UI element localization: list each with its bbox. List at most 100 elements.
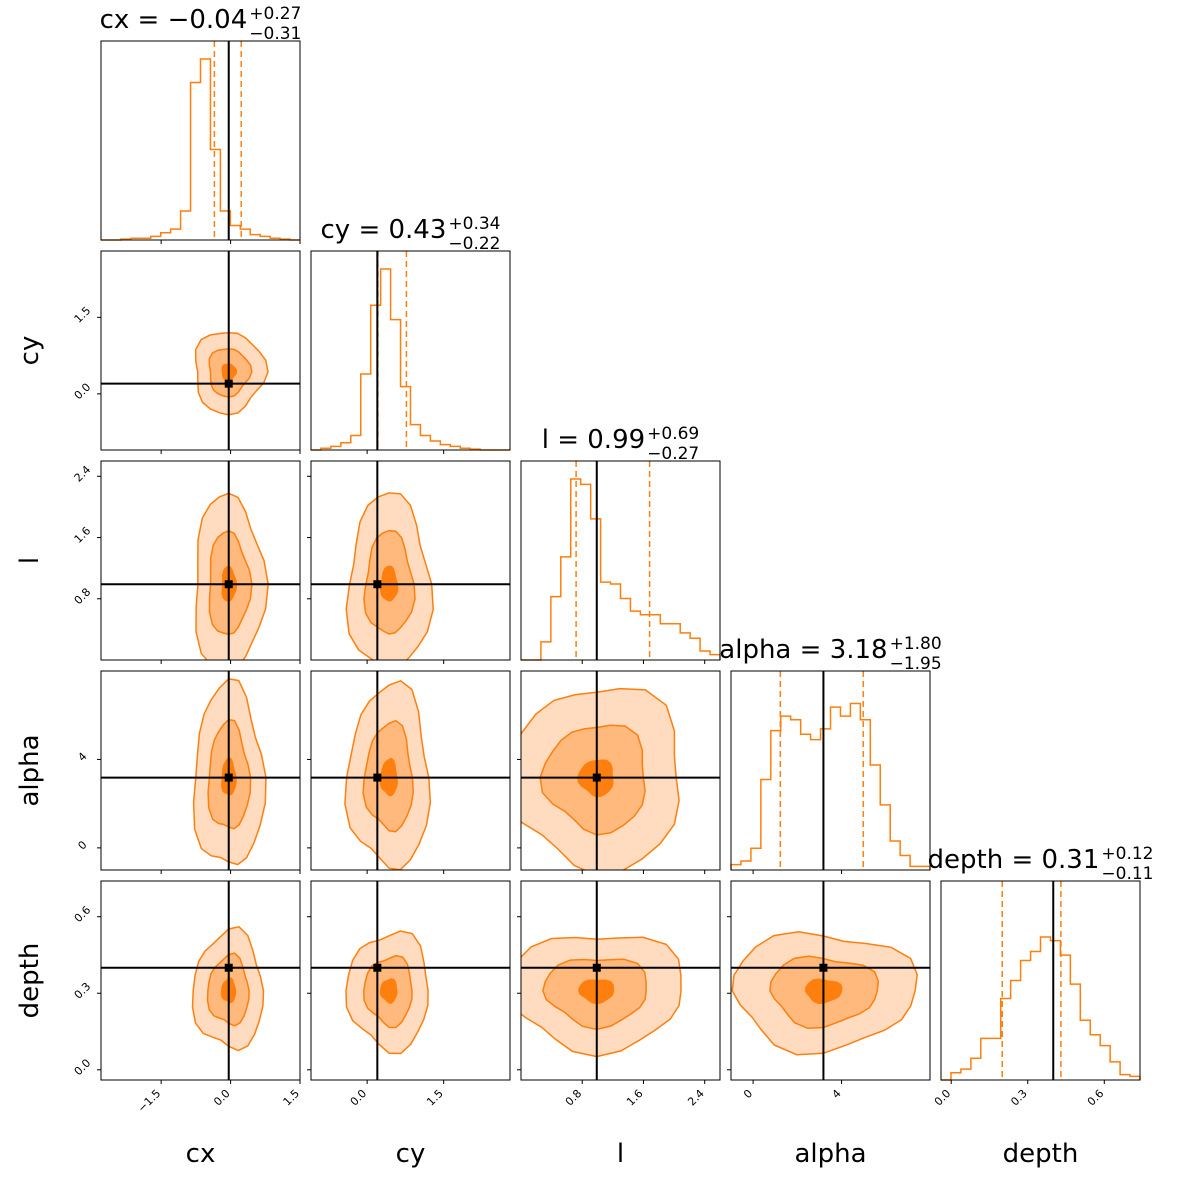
ytick-label-cy: 1.5 [72,304,94,326]
xaxis-label-depth: depth [1003,1139,1079,1169]
xaxis-label-cx: cx [186,1139,216,1169]
title-value-cx: −0.04 [168,5,248,35]
ytick-label-cy: 0.0 [72,381,94,403]
title-minus-l: −0.27 [647,444,699,464]
panel-frame-l-alpha [520,670,721,871]
contour-area-cx-alpha [101,671,300,870]
panel-frame-cy-alpha [310,670,511,871]
xtick-label-cy: 1.5 [424,1087,446,1109]
title-plus-cx: +0.27 [249,4,301,24]
xtick-label-cy: 0.0 [348,1087,370,1109]
hist-panel-l [520,460,721,661]
ytick-label-depth: 0.3 [72,980,94,1002]
panel-frame-depth [940,880,1141,1081]
truth-marker [592,773,601,782]
ytick-label-alpha: 0 [75,838,89,852]
panel-frame-cy [310,250,511,451]
truth-marker [224,963,233,972]
title-text-cy: cy = 0.43 [321,215,447,245]
histogram-cx [101,58,300,241]
contour-area-cx-cy [101,251,300,450]
contour-area-l-depth [521,881,720,1080]
truth-marker [592,963,601,972]
xtick-label-l: 1.6 [624,1087,646,1109]
title-prefix-cy: cy = [321,215,389,245]
histogram-l [521,478,721,661]
ytick-label-l: 1.6 [72,524,94,546]
contour-panel-cx-depth [100,880,301,1081]
truth-marker [224,379,233,388]
truth-marker [373,963,382,972]
panel-title-depth: depth = 0.31 +0.12−0.11 [928,844,1154,884]
histogram-alpha [730,702,931,870]
ytick-label-l: 2.4 [72,463,94,485]
contour-area-cy-depth [311,881,510,1080]
panel-frame-cy-depth [310,880,511,1081]
histogram-depth [941,936,1141,1081]
title-minus-alpha: −1.95 [890,654,942,674]
title-plus-l: +0.69 [647,424,699,444]
title-plus-alpha: +1.80 [890,634,942,654]
panel-title-cx: cx = −0.04 +0.27−0.31 [100,4,302,44]
contour-area-cy-l [311,461,510,660]
title-text-cx: cx = −0.04 [100,5,248,35]
panel-title-alpha: alpha = 3.18 +1.80−1.95 [719,634,941,674]
title-prefix-cx: cx = [100,5,168,35]
xtick-label-l: 2.4 [685,1087,707,1109]
histogram-cy [311,268,510,451]
contour-panel-cy-alpha [310,670,511,871]
panel-frame-cx-l [100,460,301,661]
contour-area-l-alpha [521,671,720,870]
contour-panel-cy-depth [310,880,511,1081]
title-text-l: l = 0.99 [542,425,645,455]
contour-area-cx-depth [101,881,300,1080]
ytick-label-alpha: 4 [75,750,89,764]
title-value-alpha: 3.18 [830,635,888,665]
xtick-label-depth: 0.0 [932,1087,954,1109]
contour-panel-cx-l [100,460,301,661]
truth-marker [819,963,828,972]
truth-marker [373,580,382,589]
contour-panel-alpha-depth [730,880,931,1081]
yaxis-label-depth: depth [15,943,45,1019]
panel-frame-l-depth [520,880,721,1081]
xtick-label-depth: 0.3 [1008,1087,1030,1109]
yaxis-label-l: l [15,557,45,564]
contour-panel-l-depth [520,880,721,1081]
panel-frame-alpha [730,670,931,871]
panel-frame-cx-depth [100,880,301,1081]
title-prefix-l: l = [542,425,588,455]
hist-panel-alpha [730,670,931,871]
ytick-label-depth: 0.6 [72,903,94,925]
hist-panel-depth [940,880,1141,1081]
title-text-alpha: alpha = 3.18 [719,635,887,665]
contour-level-inner [379,978,398,1004]
ytick-label-l: 0.8 [72,586,94,608]
panel-frame-alpha-depth [730,880,931,1081]
xtick-label-depth: 0.6 [1085,1087,1107,1109]
title-minus-cy: −0.22 [448,234,500,254]
panel-title-cy: cy = 0.43 +0.34−0.22 [321,214,501,254]
truth-marker [224,773,233,782]
yaxis-label-cy: cy [15,336,45,366]
title-prefix-alpha: alpha = [719,635,829,665]
contour-panel-cy-l [310,460,511,661]
panel-frame-cx-cy [100,250,301,451]
xtick-label-cx: 1.5 [281,1087,303,1109]
panel-frame-l [520,460,721,661]
contour-area-cy-alpha [311,671,510,870]
title-minus-cx: −0.31 [249,24,301,44]
panel-title-l: l = 0.99 +0.69−0.27 [542,424,700,464]
hist-panel-cx [100,40,301,241]
title-value-depth: 0.31 [1042,845,1100,875]
xtick-label-alpha: 4 [830,1087,844,1101]
title-plus-cy: +0.34 [448,214,500,234]
xaxis-label-cy: cy [396,1139,426,1169]
title-plus-depth: +0.12 [1101,844,1153,864]
title-prefix-depth: depth = [928,845,1042,875]
xaxis-label-alpha: alpha [794,1139,866,1169]
xaxis-label-l: l [617,1139,624,1169]
hist-panel-cy [310,250,511,451]
contour-area-cx-l [101,461,300,660]
